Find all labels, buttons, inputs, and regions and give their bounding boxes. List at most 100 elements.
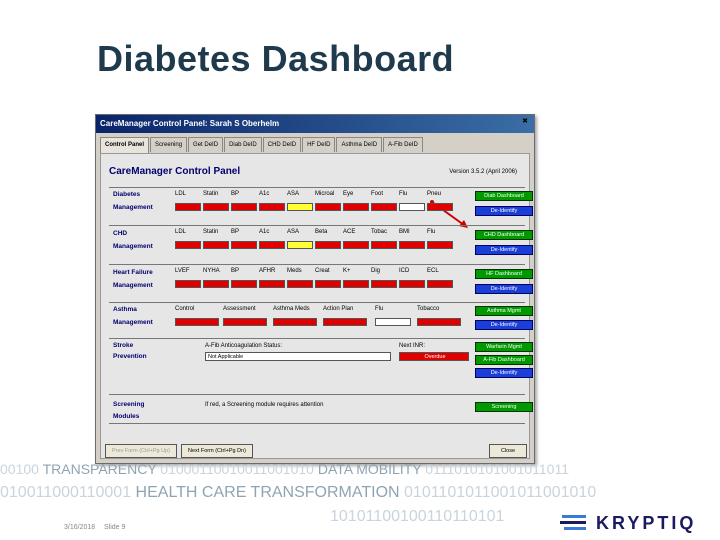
chd-header: ASA: [287, 229, 300, 235]
tab-control-panel[interactable]: Control Panel: [100, 137, 150, 153]
afib-status-label: A-Fib Anticoagulation Status:: [205, 343, 283, 349]
hf-header: ICD: [399, 268, 410, 274]
band-bits-2c: 0101101011001011001010: [399, 484, 597, 501]
chd-management-label: Management: [113, 243, 153, 250]
caremanager-window: CareManager Control Panel: Sarah S Oberh…: [95, 114, 535, 464]
close-icon[interactable]: ✖: [522, 118, 528, 125]
tab-screening[interactable]: Screening: [150, 137, 188, 152]
chd-status-cell: [399, 241, 425, 249]
hf-header: NYHA: [203, 268, 220, 274]
hf-header: K+: [343, 268, 351, 274]
diabetes-label: Diabetes: [113, 191, 141, 198]
slide-title: Diabetes Dashboard: [97, 38, 455, 79]
stroke-section: Stroke Prevention A-Fib Anticoagulation …: [109, 338, 533, 382]
diabetes-status-cell: [259, 203, 285, 211]
slide-date: 3/16/2018: [64, 524, 96, 531]
asthma-mgmt-button[interactable]: Asthma Mgmt: [475, 306, 533, 316]
asthma-header: Flu: [375, 306, 384, 312]
diabetes-status-cell: [343, 203, 369, 211]
stroke-label: Stroke: [113, 342, 134, 349]
hf-status-cell: [203, 280, 229, 288]
screening-section: Screening Modules If red, a Screening mo…: [109, 394, 533, 424]
asthma-deidentify-button[interactable]: De-Identify: [475, 320, 533, 330]
diab-dashboard-button[interactable]: Diab Dashboard: [475, 191, 533, 201]
diabetes-status-cell: [175, 203, 201, 211]
band-bits-1c: 01000110010011001010: [156, 461, 318, 477]
diab-deidentify-button[interactable]: De-Identify: [475, 206, 533, 216]
chd-status-cell: [343, 241, 369, 249]
chd-header: LDL: [175, 229, 187, 235]
chd-label: CHD: [113, 230, 128, 237]
tab-diab-deid[interactable]: Diab DeID: [224, 137, 262, 152]
diabetes-header: Microal: [315, 191, 335, 197]
hf-header: BP: [231, 268, 240, 274]
diabetes-header: ASA: [287, 191, 300, 197]
screening-message: If red, a Screening module requires atte…: [205, 402, 324, 408]
diabetes-header: Foot: [371, 191, 384, 197]
binary-band-3: 10101100100110110101: [330, 508, 505, 525]
tab-get-deid[interactable]: Get DeID: [188, 137, 224, 152]
hf-header: AFHR: [259, 268, 276, 274]
hf-status-cell: [399, 280, 425, 288]
close-button[interactable]: Close: [489, 444, 527, 458]
hf-status-cell: [371, 280, 397, 288]
diabetes-status-cell: [203, 203, 229, 211]
chd-status-cell: [231, 241, 257, 249]
asthma-status-cell: [273, 318, 317, 326]
band-bits-1e: 0111010101001011011: [421, 461, 569, 477]
chd-header: BP: [231, 229, 240, 235]
asthma-header: Action Plan: [323, 306, 354, 312]
stroke-deidentify-button[interactable]: De-Identify: [475, 368, 533, 378]
screening-button[interactable]: Screening: [475, 402, 533, 412]
chd-header: A1c: [259, 229, 270, 235]
diabetes-header: LDL: [175, 191, 187, 197]
hf-header: Dig: [371, 268, 381, 274]
binary-band-1: 00100 TRANSPARENCY 01000110010011001010 …: [0, 461, 720, 477]
asthma-header: Assessment: [223, 306, 256, 312]
chd-deidentify-button[interactable]: De-Identify: [475, 245, 533, 255]
stroke-prevention-label: Prevention: [113, 353, 147, 360]
asthma-header: Tobacco: [417, 306, 440, 312]
tab-afib-deid[interactable]: A-Fib DeID: [383, 137, 423, 152]
diabetes-header: Statin: [203, 191, 219, 197]
band-bits-2a: 010011000110001: [0, 484, 136, 501]
diabetes-status-cell: [287, 203, 313, 211]
hf-deidentify-button[interactable]: De-Identify: [475, 284, 533, 294]
chd-header: Flu: [427, 229, 436, 235]
warfarin-mgmt-button[interactable]: Warfarin Mgmt: [475, 342, 533, 352]
tab-asthma-deid[interactable]: Asthma DeID: [336, 137, 383, 152]
chd-dashboard-button[interactable]: CHD Dashboard: [475, 230, 533, 240]
chd-section: CHD Management LDL Statin BP A1c ASA Beta ACE T…: [109, 225, 533, 264]
asthma-status-cell: [175, 318, 219, 326]
chd-header: Statin: [203, 229, 219, 235]
hf-status-cell: [175, 280, 201, 288]
hf-header: ECL: [427, 268, 439, 274]
panel-title: CareManager Control Panel: [109, 166, 241, 177]
chd-status-cell: [371, 241, 397, 249]
asthma-status-cell: [417, 318, 461, 326]
band-bits-1a: 00100: [0, 461, 43, 477]
diabetes-header: BP: [231, 191, 240, 197]
hf-header: Meds: [287, 268, 302, 274]
asthma-section: Asthma Management Control Assessment Asthm…: [109, 302, 533, 338]
diabetes-status-cell: [399, 203, 425, 211]
tab-chd-deid[interactable]: CHD DeID: [262, 137, 302, 152]
hf-status-cell: [315, 280, 341, 288]
asthma-status-cell: [223, 318, 267, 326]
chd-status-cell: [259, 241, 285, 249]
next-form-button[interactable]: Next Form (Ctrl+Pg Dn): [181, 444, 253, 458]
band-word-healthcare: HEALTH CARE TRANSFORMATION: [135, 484, 400, 501]
hf-dashboard-button[interactable]: HF Dashboard: [475, 269, 533, 279]
diabetes-header: A1c: [259, 191, 270, 197]
binary-band-2: 010011000110001 HEALTH CARE TRANSFORMATI…: [0, 484, 720, 502]
afib-dashboard-button[interactable]: A-Fib Dashboard: [475, 355, 533, 365]
diabetes-status-cell: [427, 203, 453, 211]
prev-form-button[interactable]: Prev Form (Ctrl+Pg Up): [105, 444, 177, 458]
band-word-transparency: TRANSPARENCY: [42, 461, 157, 477]
diabetes-management-label: Management: [113, 204, 153, 211]
tab-hf-deid[interactable]: HF DeID: [302, 137, 336, 152]
diabetes-status-cell: [231, 203, 257, 211]
hf-status-cell: [259, 280, 285, 288]
hf-header: Creat: [315, 268, 330, 274]
hf-status-cell: [287, 280, 313, 288]
